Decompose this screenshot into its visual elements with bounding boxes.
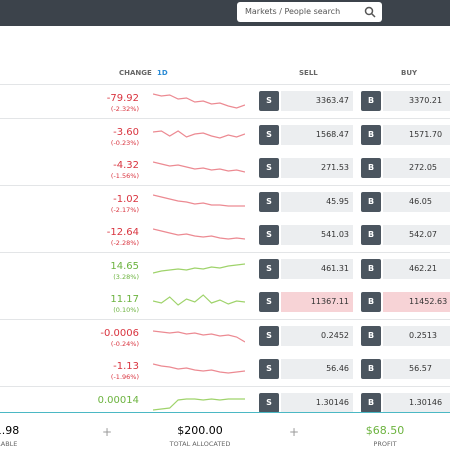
sparkline [153,363,245,374]
sparkline [153,294,245,306]
sell-button[interactable]: S [259,225,279,245]
sparkline [153,228,245,240]
sparkline-path [153,262,245,274]
buy-header: BUY [401,69,418,77]
profit-label: PROFIT [373,440,397,448]
allocated-value: $200.00 [177,424,223,437]
change-value: 0.00014 [97,394,139,406]
sell-price[interactable]: 1.30146 [281,392,353,413]
plus-icon: + [289,425,300,439]
change-value: -3.60 [113,126,139,138]
change-percent: (-0.24%) [110,339,139,348]
sell-price[interactable]: 461.31 [281,258,353,279]
sell-button[interactable]: S [259,191,279,212]
change-value: -0.0006 [100,327,139,339]
toolbar [0,26,450,62]
sparkline [153,161,245,173]
buy-price[interactable]: 1571.70 [383,124,450,145]
buy-button[interactable]: B [361,325,381,346]
buy-price[interactable]: 542.07 [383,225,450,245]
buy-price[interactable]: 0.2513 [383,325,450,346]
buy-button[interactable]: B [361,191,381,212]
period-selector[interactable]: 1D [157,69,168,77]
sell-price[interactable]: 541.03 [281,225,353,245]
change-percent: (-2.28%) [110,239,139,247]
sell-header: SELL [299,69,318,77]
sell-price[interactable]: 0.2452 [281,325,353,346]
buy-button[interactable]: B [361,258,381,279]
change-percent: (0.10%) [113,306,139,314]
buy-price[interactable]: 11452.63 [383,292,450,312]
change-value: 14.65 [110,260,139,272]
change-value: -1.02 [113,193,139,205]
sell-price[interactable]: 56.46 [281,359,353,379]
change-percent: (-1.96%) [110,373,139,381]
sell-price[interactable]: 3363.47 [281,91,353,111]
change-percent: (-2.17%) [110,205,139,214]
sparkline-path [153,329,245,343]
buy-button[interactable]: B [361,91,381,111]
buy-button[interactable]: B [361,158,381,178]
buy-button[interactable]: B [361,392,381,413]
sell-button[interactable]: S [259,91,279,111]
buy-button[interactable]: B [361,225,381,245]
sell-price[interactable]: 11367.11 [281,292,353,312]
header-row [0,62,450,85]
sparkline-path [153,129,245,139]
sell-button[interactable]: S [259,392,279,413]
buy-button[interactable]: B [361,292,381,312]
buy-price[interactable]: 462.21 [383,258,450,279]
sell-button[interactable]: S [259,325,279,346]
search-box[interactable]: Markets / People search [237,2,382,22]
buy-price[interactable]: 46.05 [383,191,450,212]
profit-value: $68.50 [365,424,405,437]
buy-price[interactable]: 56.57 [383,359,450,379]
sell-button[interactable]: S [259,124,279,145]
sparkline [153,329,245,343]
sparkline-path [153,294,245,306]
change-percent: (-0.23%) [110,138,139,147]
sell-button[interactable]: S [259,292,279,312]
sparkline-path [153,93,245,109]
footer [0,412,450,450]
change-percent: (-1.56%) [110,172,139,180]
change-value: -1.13 [113,361,139,372]
change-percent: (3.28%) [113,272,139,281]
sparkline [153,262,245,274]
buy-button[interactable]: B [361,359,381,379]
top-bar [0,0,450,26]
change-value: -79.92 [106,93,139,104]
sparkline [153,93,245,109]
sparkline [153,193,245,207]
buy-price[interactable]: 272.05 [383,158,450,178]
sell-button[interactable]: S [259,359,279,379]
buy-button[interactable]: B [361,124,381,145]
sell-price[interactable]: 1568.47 [281,124,353,145]
search-icon[interactable] [364,6,376,18]
sell-price[interactable]: 45.95 [281,191,353,212]
available-label: AVAILABLE [0,440,18,448]
sparkline-path [153,228,245,240]
sell-price[interactable]: 271.53 [281,158,353,178]
sell-button[interactable]: S [259,258,279,279]
sparkline-path [153,363,245,374]
change-value: 11.17 [110,294,139,305]
change-percent: (-2.32%) [110,105,139,113]
sell-button[interactable]: S [259,158,279,178]
buy-price[interactable]: 1.30146 [383,392,450,413]
sparkline [153,397,245,411]
change-header: CHANGE [119,69,152,77]
sparkline-path [153,397,245,411]
sparkline [153,129,245,139]
sparkline-path [153,161,245,173]
buy-price[interactable]: 3370.21 [383,91,450,111]
allocated-label: TOTAL ALLOCATED [169,440,231,448]
change-value: -4.32 [113,160,139,171]
sparkline-path [153,193,245,207]
plus-icon: + [102,425,113,439]
available-value: $21.98 [0,424,20,437]
change-value: -12.64 [106,227,139,238]
